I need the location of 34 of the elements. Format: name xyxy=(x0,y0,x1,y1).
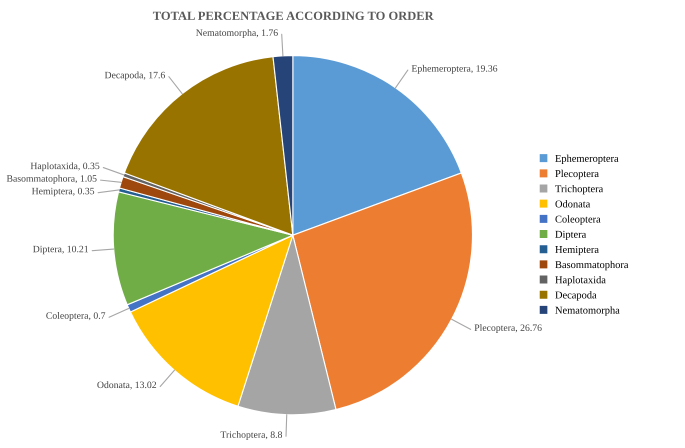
data-label: , 17.6 xyxy=(144,72,165,80)
slice-label: Plecoptera xyxy=(474,324,516,333)
legend-label: Diptera xyxy=(555,230,586,240)
legend-label: Trichoptera xyxy=(555,184,604,194)
legend-label: Coleoptera xyxy=(555,215,601,225)
slice-label: Hemiptera xyxy=(32,188,73,196)
legend-label: Nematomorpha xyxy=(555,306,620,316)
legend-label: Odonata xyxy=(555,200,590,208)
data-label: , 0.7 xyxy=(88,312,106,320)
data-label: , 13.02 xyxy=(130,382,156,390)
legend-label: Basommatophora xyxy=(555,260,628,270)
data-label: , 1.05 xyxy=(75,175,97,184)
slice-label: Decapoda xyxy=(104,71,144,80)
legend-label: Plecoptera xyxy=(555,170,599,180)
slice-label: Basommatophora xyxy=(6,174,75,184)
slice-label: Ephemeroptera xyxy=(412,64,471,74)
slice-label: Trichoptera xyxy=(220,431,266,440)
legend-label: Decapoda xyxy=(555,291,597,301)
data-label: , 19.36 xyxy=(471,65,498,74)
slice-label: Haplotaxida xyxy=(30,162,78,172)
data-label: , 1.76 xyxy=(256,29,278,38)
data-label: , 10.21 xyxy=(62,246,88,254)
slice-label: Coleoptera xyxy=(46,312,88,321)
data-label: , 26.76 xyxy=(516,324,542,332)
data-label: , 0.35 xyxy=(78,162,100,171)
slice-label: Diptera xyxy=(33,246,62,254)
legend-label: Ephemeroptera xyxy=(555,154,618,164)
data-label: , 0.35 xyxy=(73,188,94,196)
slice-label: Odonata xyxy=(97,381,130,388)
data-label: , 8.8 xyxy=(266,431,282,440)
legend-label: Hemiptera xyxy=(555,246,599,256)
chart-title: TOTAL PERCENTAGE ACCORDING TO ORDER xyxy=(152,12,434,20)
slice-label: Nematomorpha xyxy=(196,29,256,38)
legend-label: Haplotaxida xyxy=(555,276,606,286)
